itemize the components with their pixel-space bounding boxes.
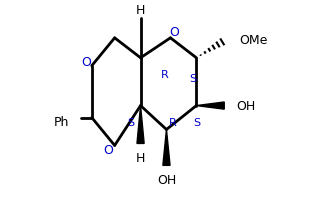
Text: Ph: Ph: [54, 115, 69, 128]
Text: O: O: [170, 26, 179, 39]
Text: OMe: OMe: [239, 34, 268, 47]
Text: S: S: [189, 73, 196, 83]
Polygon shape: [163, 130, 170, 165]
Text: H: H: [136, 4, 145, 17]
Text: S: S: [127, 117, 134, 127]
Text: O: O: [104, 143, 114, 156]
Text: R: R: [169, 117, 176, 127]
Text: R: R: [161, 69, 168, 79]
Polygon shape: [196, 102, 224, 110]
Text: OH: OH: [236, 100, 255, 113]
Text: S: S: [193, 117, 200, 127]
Polygon shape: [137, 106, 144, 144]
Text: H: H: [136, 151, 145, 164]
Text: OH: OH: [157, 173, 176, 186]
Text: O: O: [81, 56, 91, 69]
